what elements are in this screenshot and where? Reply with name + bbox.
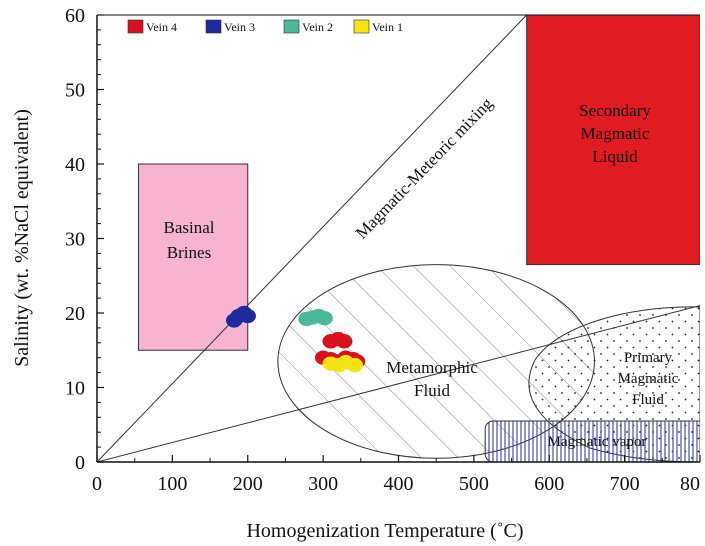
x-tick-label: 500 [459,473,489,495]
primary-label-1: Primary [624,350,673,366]
metamorphic-label-2: Fluid [414,381,450,400]
lower-boundary-line [97,305,700,462]
secondary-magmatic-region [526,15,700,266]
x-tick-label: 0 [92,473,102,495]
primary-label-3: Fluid [632,392,664,408]
x-axis-label: Homogenization Temperature (˚C) [246,520,523,542]
legend-label-vein-4: Vein 4 [146,20,177,34]
secondary-label-2: Magmatic [581,124,650,143]
legend-label-vein-3: Vein 3 [224,20,255,34]
y-tick-label: 30 [65,229,85,251]
data-points [225,305,366,373]
mixing-label: Magmatic-Meteoric mixing [352,93,497,242]
legend-swatch-vein-4 [127,19,144,34]
y-axis-label: Salinity (wt. %NaCl equivalent) [11,109,33,367]
vein-4-point [335,334,353,349]
basinal-label-2: Brines [167,243,211,262]
x-tick-label: 600 [534,473,564,495]
basinal-label-1: Basinal [164,218,215,237]
y-tick-label: 0 [75,452,85,474]
x-tick-label: 400 [384,473,414,495]
legend-label-vein-1: Vein 1 [372,20,403,34]
legend-swatch-vein-3 [205,19,222,34]
legend-swatch-vein-1 [353,19,370,34]
vein-3-point [239,308,256,324]
mixing-line [97,15,527,462]
x-tick-label: 200 [233,473,263,495]
legend-label-vein-2: Vein 2 [302,20,333,34]
secondary-label-1: Secondary [579,101,651,120]
vein-2-point [316,310,333,326]
x-tick-label: 300 [308,473,338,495]
y-tick-label: 50 [65,80,85,102]
legend-swatch-vein-2 [283,19,300,34]
y-tick-label: 20 [65,303,85,325]
primary-label-2: Magmatic [618,371,679,387]
vapor-label: Magmatic vapor [548,434,647,450]
vein-1-point [346,357,364,373]
x-tick-label: 700 [610,473,640,495]
y-tick-label: 60 [65,5,85,27]
y-tick-label: 10 [65,378,85,400]
x-tick-label: 80 [680,473,700,495]
legend: Vein 4 Vein 3 Vein 2 Vein 1 [127,19,403,34]
y-tick-label: 40 [65,154,85,176]
x-tick-label: 100 [157,473,187,495]
metamorphic-label-1: Metamorphic [386,358,478,377]
secondary-label-3: Liquid [592,147,638,166]
